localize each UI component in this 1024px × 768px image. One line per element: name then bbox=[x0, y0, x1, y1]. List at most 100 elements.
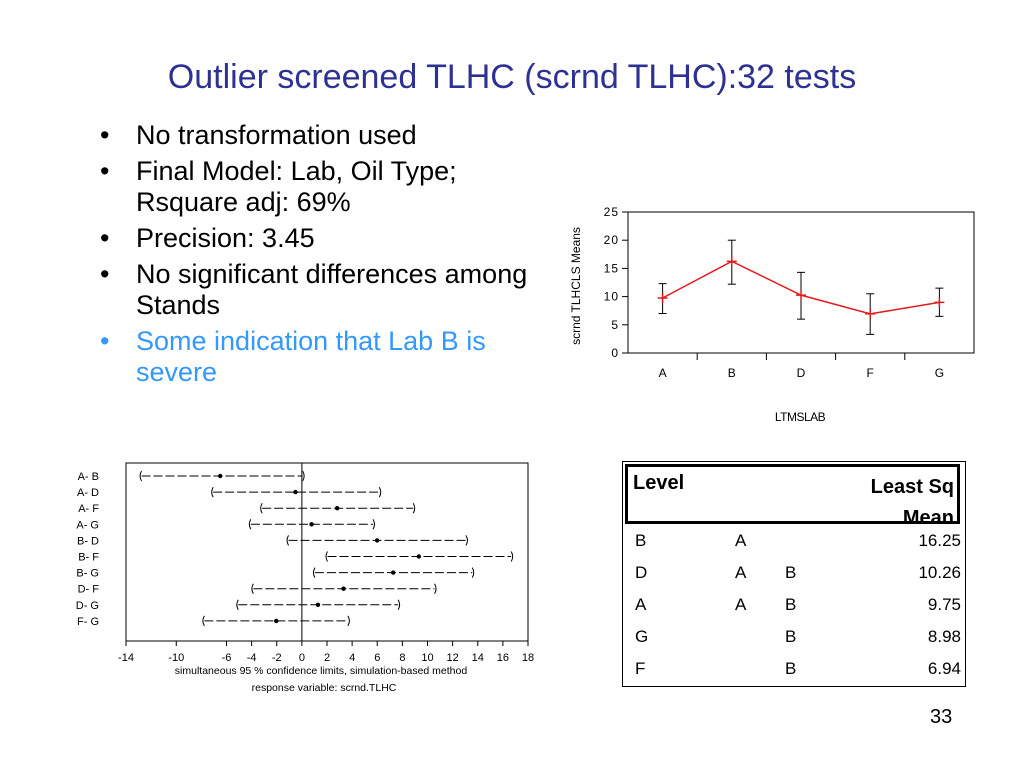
cell-mean: 6.94 bbox=[927, 659, 961, 678]
interval-right-bracket bbox=[302, 470, 305, 482]
cell-group-b: B bbox=[785, 627, 797, 646]
x-tick-label: -10 bbox=[168, 652, 184, 664]
x-tick-label: -4 bbox=[247, 652, 257, 664]
table-row: F B 6.94 bbox=[623, 654, 965, 686]
bullet-text: No significant differences among Stands bbox=[136, 259, 528, 320]
x-axis-label: LTMSLAB bbox=[775, 410, 826, 424]
x-tick-label: 10 bbox=[421, 652, 433, 664]
bullet-glyph: • bbox=[100, 326, 110, 356]
cell-group-a: A bbox=[735, 531, 747, 550]
bullet-text: Final Model: Lab, Oil Type; Rsquare adj:… bbox=[136, 156, 457, 217]
header-mean-line2: Mean bbox=[902, 507, 954, 529]
comparison-label: A- D bbox=[77, 487, 99, 499]
interval-left-bracket bbox=[325, 551, 328, 562]
x-tick-label: 0 bbox=[299, 652, 305, 664]
bullet-glyph: • bbox=[100, 223, 110, 253]
cell-mean: 16.25 bbox=[918, 531, 961, 550]
y-axis-label: scrnd TLHCLS Means bbox=[569, 227, 583, 345]
x-tick-label: 18 bbox=[522, 652, 534, 664]
bullet-text: Some indication that Lab B is severe bbox=[136, 326, 486, 387]
header-mean-line1: Least Sq bbox=[870, 476, 954, 498]
cell-mean: 8.98 bbox=[927, 627, 961, 646]
bullet-item-highlighted: • Some indication that Lab B is severe bbox=[100, 326, 530, 388]
bullet-glyph: • bbox=[100, 120, 110, 150]
comparison-label: F- G bbox=[77, 616, 99, 628]
cell-group-a: A bbox=[735, 595, 747, 614]
x-tick-label: 4 bbox=[349, 652, 355, 664]
plot-frame bbox=[627, 211, 975, 354]
header-level: Level bbox=[633, 472, 685, 494]
x-tick-label: 6 bbox=[374, 652, 380, 664]
ls-means-chart: 0 5 10 15 20 25 A B D F G scrnd TLHCLS Means LTMSL… bbox=[569, 205, 975, 424]
x-tick-label: -2 bbox=[272, 652, 282, 664]
interval-left-bracket bbox=[202, 615, 205, 627]
comparison-label: D- G bbox=[76, 600, 99, 612]
estimate-point bbox=[309, 522, 314, 527]
x-tick-label: G bbox=[935, 366, 944, 380]
x-tick-label: B bbox=[728, 366, 736, 380]
cell-mean: 9.75 bbox=[927, 595, 961, 614]
header-mean: Least Sq Mean bbox=[871, 472, 954, 534]
bullet-item: • Final Model: Lab, Oil Type; Rsquare adj… bbox=[100, 156, 530, 218]
interval-right-bracket bbox=[510, 551, 514, 562]
interval-left-bracket bbox=[236, 599, 239, 611]
cell-level: A bbox=[635, 595, 647, 614]
comparison-label: B- G bbox=[76, 568, 99, 580]
x-tick-label: 8 bbox=[399, 652, 405, 664]
slide-title: Outlier screened TLHC (scrnd TLHC):32 te… bbox=[167, 58, 857, 96]
bullet-text: Precision: 3.45 bbox=[136, 223, 315, 253]
cell-level: D bbox=[635, 563, 648, 582]
interval-right-bracket bbox=[471, 567, 475, 578]
x-tick-label: -14 bbox=[118, 652, 134, 664]
cell-mean: 10.26 bbox=[918, 563, 961, 582]
footnote-method: simultaneous 95 % confidence limits, sim… bbox=[175, 665, 468, 677]
bullet-item: • No transformation used bbox=[100, 120, 530, 151]
cell-level: F bbox=[635, 659, 646, 678]
page-number: 33 bbox=[930, 706, 953, 728]
interval-right-bracket bbox=[434, 583, 437, 594]
comparison-label: A- F bbox=[78, 503, 99, 515]
cell-group-b: B bbox=[785, 563, 797, 582]
cell-level: B bbox=[635, 531, 647, 550]
x-tick-label: A bbox=[659, 366, 667, 380]
estimate-point bbox=[315, 602, 321, 607]
y-tick-label: 25 bbox=[604, 205, 619, 219]
table-row: G B 8.98 bbox=[623, 622, 965, 654]
interval-left-bracket bbox=[286, 535, 289, 546]
x-tick-label: F bbox=[867, 366, 874, 380]
bullet-glyph: • bbox=[100, 156, 110, 186]
interval-right-bracket bbox=[465, 535, 468, 546]
interval-right-bracket bbox=[378, 486, 382, 498]
y-tick-label: 20 bbox=[604, 233, 619, 247]
y-tick-label: 10 bbox=[604, 290, 619, 304]
table-header: Level Least Sq Mean bbox=[625, 464, 960, 529]
interval-left-bracket bbox=[312, 567, 316, 578]
estimate-point bbox=[274, 618, 279, 624]
y-tick-label: 15 bbox=[604, 261, 619, 275]
x-tick-label: -6 bbox=[222, 652, 232, 664]
cell-group-b: B bbox=[785, 595, 797, 614]
table-row: B A 16.25 bbox=[623, 526, 965, 558]
x-tick-label: 12 bbox=[447, 652, 459, 664]
estimate-point bbox=[416, 554, 422, 559]
estimate-point bbox=[218, 473, 223, 479]
cell-group-a: A bbox=[735, 563, 747, 582]
interval-left-bracket bbox=[248, 519, 252, 530]
interval-left-bracket bbox=[211, 486, 214, 498]
bullet-list: • No transformation used • Final Model: La… bbox=[100, 120, 530, 393]
interval-right-bracket bbox=[397, 599, 401, 611]
estimate-point bbox=[391, 570, 396, 575]
bullet-text: No transformation used bbox=[136, 120, 417, 150]
interval-right-bracket bbox=[347, 615, 350, 627]
bullet-item: • Precision: 3.45 bbox=[100, 223, 530, 254]
y-tick-label: 5 bbox=[611, 318, 619, 332]
estimate-point bbox=[374, 538, 380, 543]
least-squares-means-table: Level Least Sq Mean B A 16.25 D A B 10.26 A A B 9.7… bbox=[622, 461, 966, 687]
interval-left-bracket bbox=[139, 470, 142, 482]
x-tick-label: D bbox=[797, 366, 806, 380]
interval-right-bracket bbox=[372, 519, 375, 530]
bullet-glyph: • bbox=[100, 259, 110, 289]
comparison-label: A- B bbox=[78, 471, 99, 483]
estimate-point bbox=[293, 489, 298, 495]
y-tick-label: 0 bbox=[611, 346, 619, 360]
